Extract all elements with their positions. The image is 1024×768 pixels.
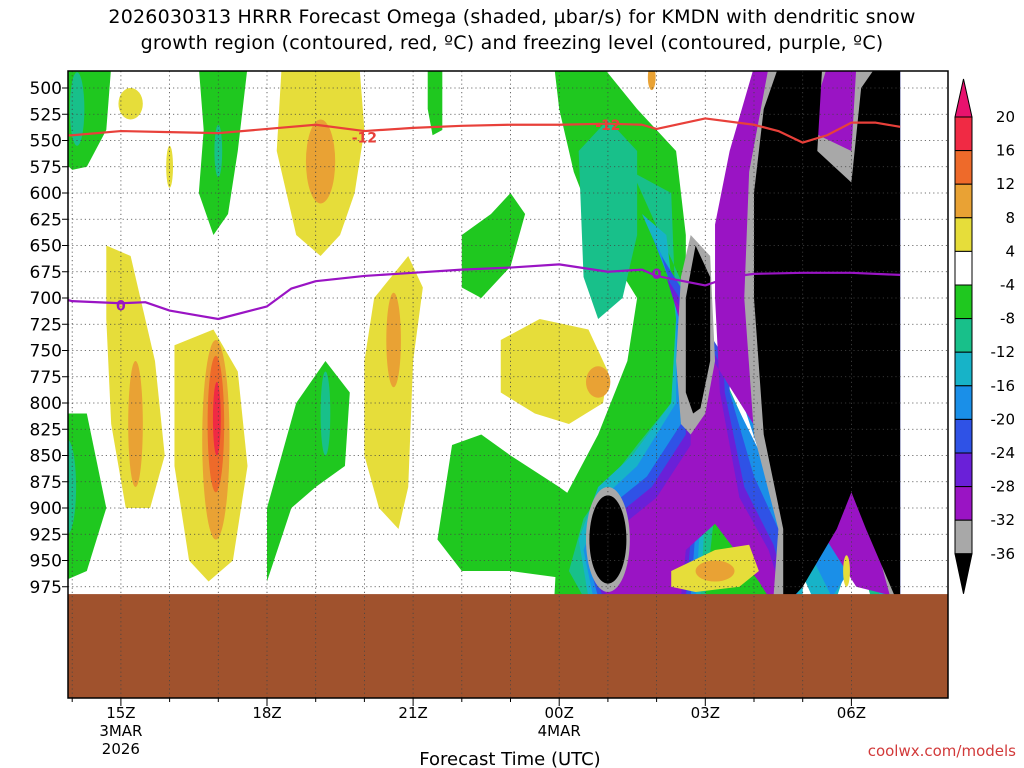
colorbar-label: -4 (1000, 276, 1015, 294)
y-tick-label: 525 (30, 105, 62, 125)
colorbar-top-arrow (954, 78, 973, 118)
x-tick-label: 00Z (545, 704, 574, 722)
contour-label: -12 (595, 118, 620, 134)
y-tick-label: 825 (30, 420, 62, 440)
contour-label: 0 (652, 267, 662, 283)
colorbar-label: -16 (991, 377, 1016, 395)
plot-frame (67, 70, 949, 699)
omega-contour (386, 292, 401, 388)
y-tick-label: 550 (30, 132, 62, 152)
omega-contour (427, 71, 443, 136)
x-tick-date: 4MAR (538, 722, 581, 740)
contour-label: -12 (352, 130, 377, 146)
chart-title-line-1: 2026030313 HRRR Forecast Omega (shaded, … (108, 6, 916, 28)
y-tick-label: 575 (30, 158, 62, 178)
contour-label: 0 (116, 298, 126, 314)
omega-contour (69, 72, 85, 146)
colorbar-swatch (954, 418, 973, 454)
colorbar-label: 16 (996, 142, 1015, 160)
omega-contour (843, 555, 850, 587)
omega-contour (267, 361, 350, 582)
omega-contour (68, 413, 107, 580)
colorbar-swatch (954, 183, 973, 219)
colorbar-swatch (954, 116, 973, 152)
y-tick-label: 950 (30, 552, 62, 572)
y-tick-label: 700 (30, 289, 62, 309)
y-tick-label: 800 (30, 394, 62, 414)
contour--12-line (68, 117, 901, 144)
omega-contour (198, 71, 248, 235)
omega-contour (128, 361, 143, 487)
y-tick-label: 750 (30, 342, 62, 362)
y-tick-label: 675 (30, 263, 62, 283)
x-tick-label: 15Z (106, 704, 135, 722)
x-tick-year: 2026 (102, 740, 140, 758)
colorbar-swatch (954, 351, 973, 387)
x-tick-label: 03Z (691, 704, 720, 722)
y-tick-label: 925 (30, 525, 62, 545)
omega-contour (305, 119, 336, 204)
colorbar-label: -24 (991, 444, 1016, 462)
colorbar-bottom-arrow (954, 553, 973, 594)
x-tick-label: 06Z (837, 704, 866, 722)
y-tick-label: 500 (30, 79, 62, 99)
omega-contour (647, 71, 656, 91)
axes: 500 525 550 575 600 625 650 675 700 725 750 775 800 8… (30, 70, 949, 758)
omega-contour (695, 560, 735, 582)
omega-contour (320, 371, 331, 456)
x-tick-date: 3MAR (99, 722, 142, 740)
chart-title-line-2: growth region (contoured, red, ºC) and f… (140, 32, 884, 54)
omega-contour (500, 319, 608, 424)
colorbar-label: -12 (991, 343, 1016, 361)
omega-contour (754, 71, 901, 598)
colorbar-label: -20 (991, 410, 1016, 428)
y-tick-label: 850 (30, 447, 62, 467)
colorbar-label: 8 (1005, 209, 1015, 227)
colorbar-label: 12 (996, 175, 1015, 193)
colorbar-swatch (954, 318, 973, 353)
omega-shading (68, 71, 948, 698)
omega-contour (585, 366, 611, 398)
colorbar-swatch (954, 217, 973, 252)
colorbar-swatch (954, 519, 973, 555)
colorbar-label: -8 (1000, 310, 1015, 328)
colorbar-swatch (954, 385, 973, 420)
colorbar-label: -28 (991, 478, 1016, 496)
y-tick-label: 725 (30, 315, 62, 335)
x-axis-label: Forecast Time (UTC) (419, 749, 600, 768)
y-tick-label: 775 (30, 368, 62, 388)
omega-contour (437, 434, 589, 582)
y-tick-label: 875 (30, 473, 62, 493)
y-tick-label: 900 (30, 499, 62, 519)
credit-link[interactable]: coolwx.com/models (867, 742, 1016, 760)
colorbar-swatch (954, 284, 973, 320)
colorbar-label: 4 (1005, 242, 1015, 260)
y-tick-label: 625 (30, 210, 62, 230)
x-tick-label: 21Z (398, 704, 427, 722)
colorbar-label: -36 (991, 545, 1016, 563)
omega-contour (589, 495, 627, 584)
y-tick-label: 650 (30, 237, 62, 257)
contour-0-line (68, 263, 901, 321)
colorbar-swatch (954, 150, 973, 185)
surface-terrain (68, 594, 948, 698)
x-tick-label: 18Z (252, 704, 281, 722)
colorbar-swatch (954, 486, 973, 521)
colorbar-swatch (954, 452, 973, 488)
omega-contour (685, 245, 711, 414)
omega-contour (118, 88, 143, 120)
y-tick-label: 600 (30, 184, 62, 204)
contour-lines: -12 -12 0 0 (68, 117, 901, 321)
colorbar-swatch (954, 250, 973, 286)
colorbar: 20 16 12 8 4 -4 -8 -12 -16 -20 -24 -28 -32 -36 (954, 78, 1016, 594)
colorbar-label: -32 (991, 511, 1016, 529)
omega-contour (578, 119, 638, 319)
colorbar-label: 20 (996, 108, 1015, 126)
y-tick-label: 975 (30, 578, 62, 598)
omega-contour (212, 382, 221, 456)
